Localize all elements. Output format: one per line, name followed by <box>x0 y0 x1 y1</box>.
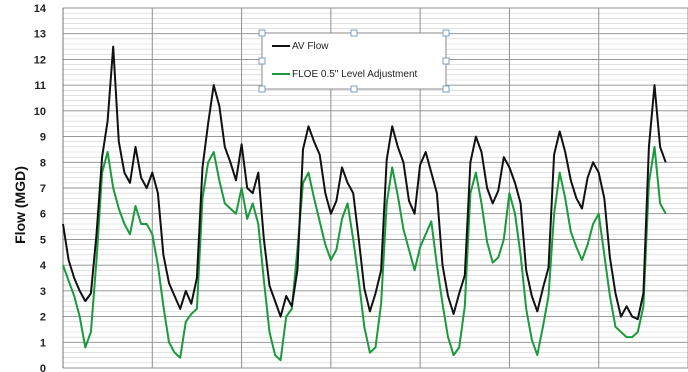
legend-selection-handles <box>258 29 450 93</box>
y-tick-label: 2 <box>40 312 46 324</box>
series-lines <box>62 45 667 362</box>
handle-n <box>350 29 358 37</box>
legend-label-floe-level-adjustment: FLOE 0.5" Level Adjustment <box>292 69 418 80</box>
y-tick-label: 10 <box>34 106 46 118</box>
y-axis-title: Flow (MGD) <box>12 166 28 244</box>
legend-box <box>261 32 447 90</box>
y-tick-label: 6 <box>40 209 46 221</box>
y-tick-label: 5 <box>40 234 46 246</box>
y-tick-label: 1 <box>40 337 46 349</box>
y-tick-label: 0 <box>40 363 46 372</box>
y-tick-label: 13 <box>34 29 46 41</box>
y-tick-label: 14 <box>34 3 47 15</box>
legend-label-av-flow: AV Flow <box>292 41 329 52</box>
y-tick-label: 7 <box>40 183 46 195</box>
y-tick-label: 11 <box>34 80 46 92</box>
handle-e <box>442 57 450 65</box>
handle-ne <box>442 29 450 37</box>
handle-s <box>350 85 358 93</box>
y-tick-label: 9 <box>40 132 46 144</box>
y-tick-label: 8 <box>40 157 46 169</box>
y-tick-label: 12 <box>34 54 46 66</box>
series-line-av-flow <box>62 45 667 321</box>
handle-sw <box>258 85 266 93</box>
y-tick-label: 3 <box>40 286 46 298</box>
handle-nw <box>258 29 266 37</box>
series-line-floe-level-adjustment <box>62 145 667 362</box>
handle-w <box>258 57 266 65</box>
y-tick-label: 4 <box>40 260 47 272</box>
chart-legend: AV Flow FLOE 0.5" Level Adjustment <box>258 29 450 93</box>
handle-se <box>442 85 450 93</box>
